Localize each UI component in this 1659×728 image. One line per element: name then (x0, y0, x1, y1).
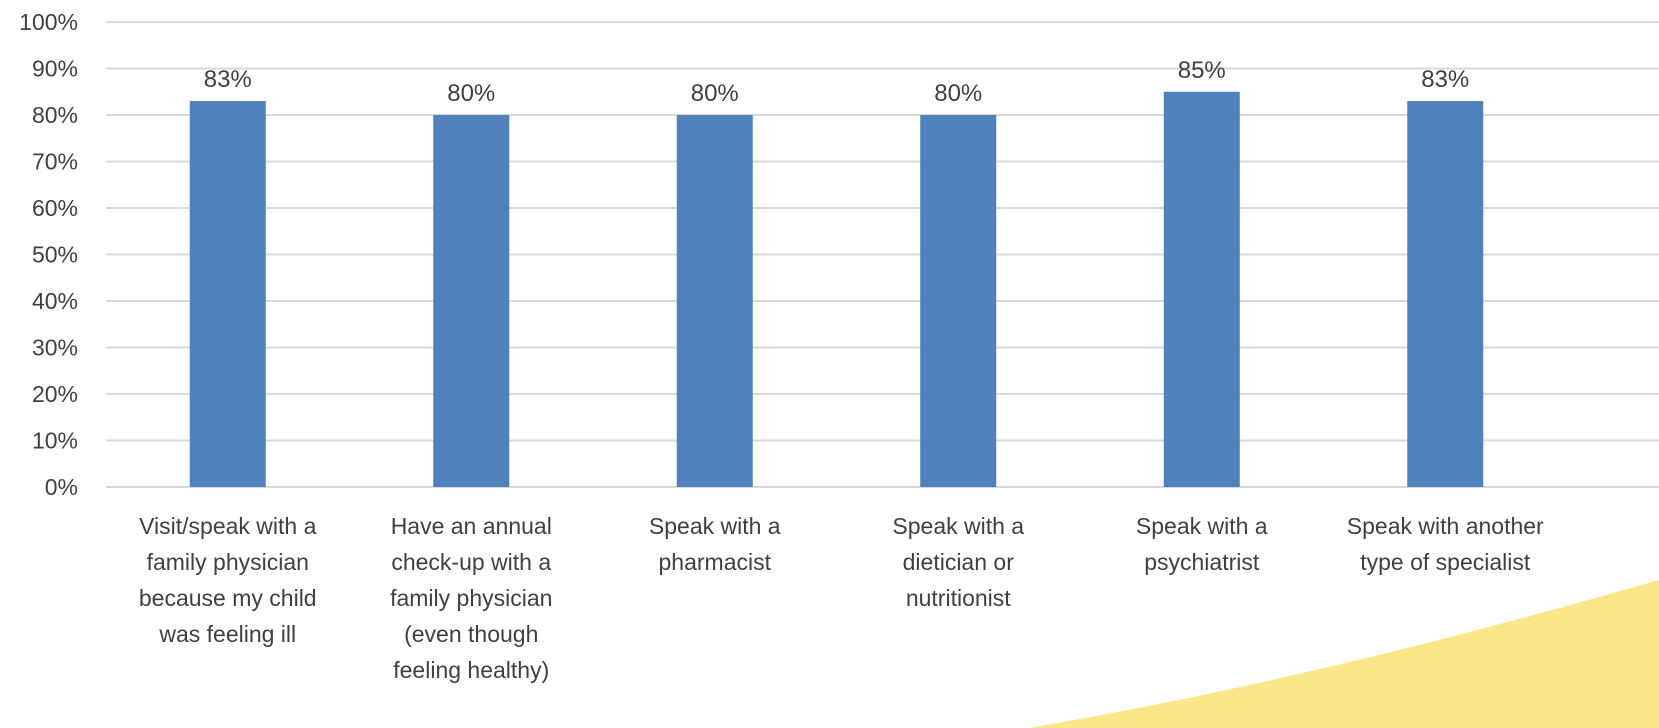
y-tick-label: 10% (32, 428, 78, 454)
x-category-label-line: family physician (147, 549, 309, 575)
bar (433, 115, 510, 487)
bar (189, 101, 266, 488)
data-label: 80% (691, 80, 739, 107)
bar (1407, 101, 1484, 488)
data-label: 80% (447, 80, 495, 107)
data-label: 80% (934, 80, 982, 107)
y-tick-label: 60% (32, 195, 78, 221)
x-category-label-line: check-up with a (391, 549, 551, 575)
data-label: 85% (1178, 57, 1226, 84)
y-tick-label: 30% (32, 335, 78, 361)
y-tick-label: 0% (45, 474, 78, 500)
data-labels: 83% 80% 80% 80% 85% 83% (204, 57, 1470, 107)
x-category-label-line: psychiatrist (1144, 549, 1260, 575)
x-category-label-line: dietician or (903, 549, 1015, 575)
x-category-label: Have an annual check-up with a family phys… (390, 513, 552, 683)
x-category-label: Speak with a pharmacist (649, 513, 781, 575)
decorative-yellow-shape (1030, 580, 1659, 728)
x-category-label: Speak with a dietician or nutritionist (892, 513, 1024, 611)
y-tick-label: 70% (32, 149, 78, 175)
x-axis-category-labels: Visit/speak with a family physician becaus… (139, 513, 1544, 683)
x-category-label-line: Speak with a (649, 513, 781, 539)
bar (920, 115, 997, 487)
bars (189, 91, 1484, 488)
x-category-label-line: Visit/speak with a (139, 513, 316, 539)
x-category-label-line: type of specialist (1360, 549, 1531, 575)
bar (1163, 91, 1240, 487)
x-category-label-line: Have an annual (391, 513, 552, 539)
x-category-label: Speak with a psychiatrist (1136, 513, 1268, 575)
y-tick-label: 80% (32, 102, 78, 128)
x-category-label-line: Speak with another (1347, 513, 1544, 539)
x-category-label: Speak with another type of specialist (1347, 513, 1544, 575)
y-tick-label: 90% (32, 56, 78, 82)
bar (676, 115, 753, 487)
x-category-label-line: because my child (139, 585, 317, 611)
x-category-label-line: (even though (404, 621, 538, 647)
y-axis-tick-labels: 0% 10% 20% 30% 40% 50% 60% 70% 80% 90% 100% (19, 9, 78, 500)
x-category-label-line: was feeling ill (158, 621, 296, 647)
y-tick-label: 20% (32, 381, 78, 407)
data-label: 83% (204, 66, 252, 93)
x-category-label-line: nutritionist (906, 585, 1011, 611)
gridlines (106, 21, 1659, 488)
y-tick-label: 40% (32, 288, 78, 314)
y-tick-label: 50% (32, 242, 78, 268)
x-category-label-line: feeling healthy) (393, 657, 549, 683)
x-category-label-line: Speak with a (1136, 513, 1268, 539)
x-category-label-line: Speak with a (892, 513, 1024, 539)
x-category-label-line: pharmacist (659, 549, 772, 575)
x-category-label-line: family physician (390, 585, 552, 611)
y-tick-label: 100% (19, 9, 78, 35)
data-label: 83% (1421, 66, 1469, 93)
x-category-label: Visit/speak with a family physician becaus… (139, 513, 317, 647)
